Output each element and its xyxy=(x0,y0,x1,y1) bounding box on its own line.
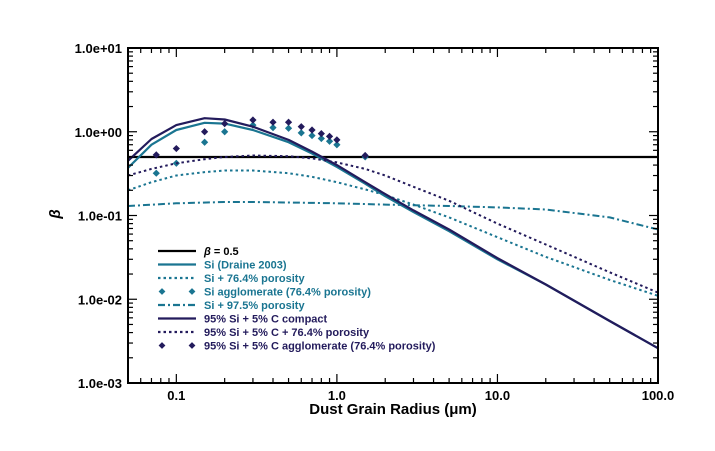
x-tick-label: 0.1 xyxy=(167,388,185,403)
legend-label: Si + 76.4% porosity xyxy=(204,273,305,285)
legend-label: β = 0.5 xyxy=(203,246,239,258)
legend: β = 0.5 Si (Draine 2003)Si + 76.4% porosi… xyxy=(158,246,436,353)
y-tick-label: 1.0e+00 xyxy=(75,125,122,140)
y-tick-label: 1.0e-02 xyxy=(78,292,122,307)
legend-label: 95% Si + 5% C + 76.4% porosity xyxy=(204,327,370,339)
data-point xyxy=(317,130,325,138)
legend-label: Si (Draine 2003) xyxy=(204,260,287,272)
data-point xyxy=(269,124,277,132)
x-tick-label: 1.0 xyxy=(328,388,346,403)
series-line-6 xyxy=(128,154,658,294)
data-point xyxy=(249,116,257,124)
y-tick-label: 1.0e+01 xyxy=(75,41,122,56)
data-point xyxy=(172,144,180,153)
data-point xyxy=(333,136,341,144)
data-point xyxy=(308,131,316,140)
data-point xyxy=(152,169,160,177)
data-point xyxy=(284,118,293,126)
data-point xyxy=(297,129,305,137)
data-point xyxy=(269,118,277,126)
x-axis-label: Dust Grain Radius (μm) xyxy=(309,401,477,418)
data-point xyxy=(308,126,316,134)
series-markers-7 xyxy=(152,116,369,160)
x-tick-label: 100.0 xyxy=(642,388,675,403)
y-tick-label: 1.0e-01 xyxy=(78,209,122,224)
legend-marker xyxy=(188,342,196,349)
data-point xyxy=(221,120,229,128)
data-point xyxy=(333,141,341,149)
data-point xyxy=(284,124,293,132)
legend-label: Si + 97.5% porosity xyxy=(204,300,305,312)
legend-label: 95% Si + 5% C agglomerate (76.4% porosit… xyxy=(204,341,436,353)
y-axis-label: β xyxy=(47,209,64,219)
legend-marker xyxy=(158,342,166,349)
series-line-4 xyxy=(128,201,658,231)
data-point xyxy=(361,151,369,160)
legend-label: 95% Si + 5% C compact xyxy=(204,314,328,326)
legend-marker xyxy=(158,288,166,295)
x-tick-label: 10.0 xyxy=(485,388,510,403)
data-point xyxy=(221,128,229,136)
data-point xyxy=(297,123,305,131)
data-point xyxy=(325,132,334,140)
series-line-5 xyxy=(128,117,658,350)
data-point xyxy=(325,137,334,145)
y-tick-label: 1.0e-03 xyxy=(78,376,122,391)
data-point xyxy=(201,138,209,146)
data-point xyxy=(317,134,325,143)
data-point xyxy=(201,128,209,136)
legend-label: Si agglomerate (76.4% porosity) xyxy=(204,287,371,299)
data-point xyxy=(152,151,160,159)
legend-marker xyxy=(188,288,196,295)
